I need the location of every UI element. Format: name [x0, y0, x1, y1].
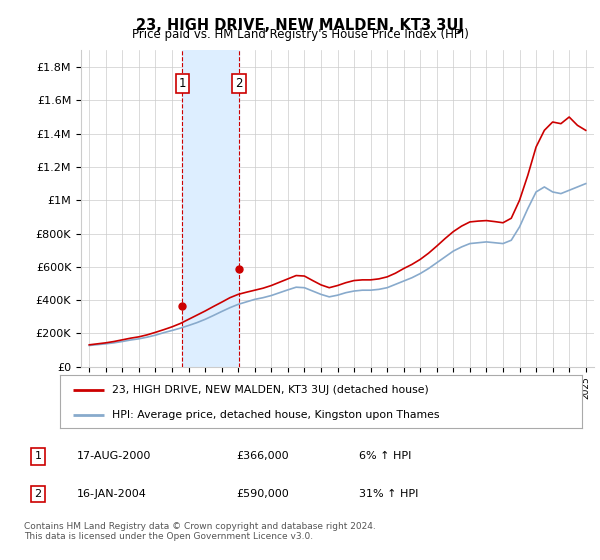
Text: This data is licensed under the Open Government Licence v3.0.: This data is licensed under the Open Gov… — [24, 532, 313, 541]
Text: £590,000: £590,000 — [236, 489, 289, 500]
Text: Price paid vs. HM Land Registry's House Price Index (HPI): Price paid vs. HM Land Registry's House … — [131, 28, 469, 41]
Text: £366,000: £366,000 — [236, 451, 289, 461]
Text: Contains HM Land Registry data © Crown copyright and database right 2024.: Contains HM Land Registry data © Crown c… — [24, 522, 376, 531]
Text: 2: 2 — [235, 77, 242, 90]
Text: 1: 1 — [179, 77, 186, 90]
Text: 23, HIGH DRIVE, NEW MALDEN, KT3 3UJ: 23, HIGH DRIVE, NEW MALDEN, KT3 3UJ — [136, 18, 464, 33]
Text: 31% ↑ HPI: 31% ↑ HPI — [359, 489, 418, 500]
Text: 16-JAN-2004: 16-JAN-2004 — [77, 489, 147, 500]
Text: 6% ↑ HPI: 6% ↑ HPI — [359, 451, 411, 461]
Bar — [182, 50, 239, 367]
Text: 1: 1 — [34, 451, 41, 461]
Text: 23, HIGH DRIVE, NEW MALDEN, KT3 3UJ (detached house): 23, HIGH DRIVE, NEW MALDEN, KT3 3UJ (det… — [112, 385, 429, 395]
Text: 2: 2 — [34, 489, 41, 500]
Text: 17-AUG-2000: 17-AUG-2000 — [77, 451, 151, 461]
Text: HPI: Average price, detached house, Kingston upon Thames: HPI: Average price, detached house, King… — [112, 410, 440, 420]
